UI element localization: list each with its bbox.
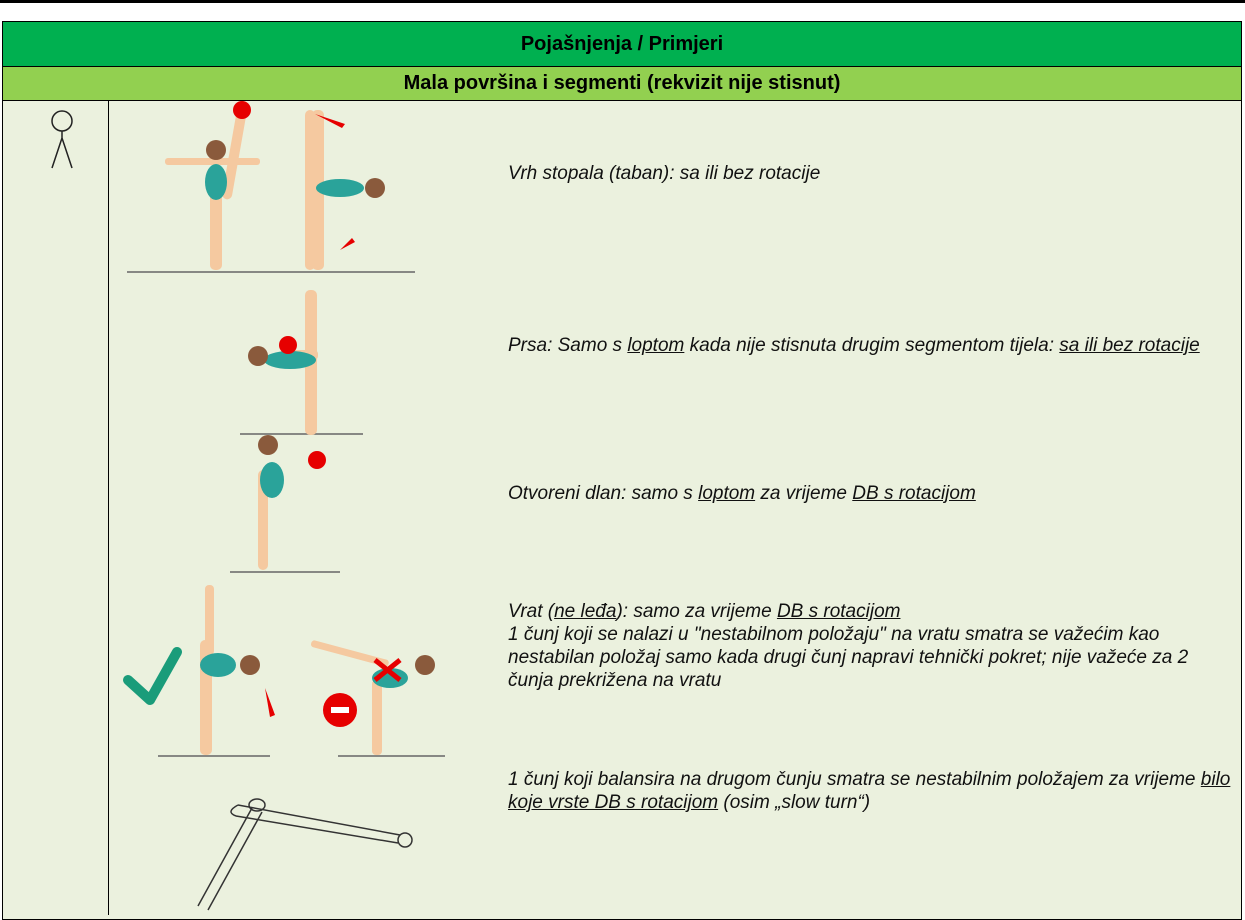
text-segment: bilo koje vrste DB s rotacijom: [508, 769, 1231, 813]
header-title: Pojašnjenja / Primjeri: [2, 21, 1242, 67]
row-text: Vrh stopala (taban): sa ili bez rotacije: [508, 162, 1238, 185]
paragraph: Vrat (ne leđa): samo za vrijeme DB s rot…: [508, 600, 1238, 623]
text-segment: loptom: [627, 335, 685, 356]
text-segment: 1 čunj koji balansira na drugom čunju sm…: [508, 769, 1201, 790]
text-segment: ne leđa: [554, 601, 617, 622]
table-body: [2, 100, 1242, 920]
paragraph: 1 čunj koji se nalazi u "nestabilnom pol…: [508, 623, 1238, 692]
text-segment: za vrijeme: [755, 483, 853, 504]
paragraph: Prsa: Samo s loptom kada nije stisnuta d…: [508, 334, 1238, 357]
row-text: Prsa: Samo s loptom kada nije stisnuta d…: [508, 334, 1238, 357]
text-segment: sa ili bez rotacije: [1059, 335, 1200, 356]
text-segment: DB s rotacijom: [852, 483, 976, 504]
text-segment: DB s rotacijom: [776, 601, 901, 622]
text-segment: (osim „slow turn“): [718, 792, 871, 813]
paragraph: 1 čunj koji balansira na drugom čunju sm…: [508, 768, 1238, 814]
row-text: Otvoreni dlan: samo s loptom za vrijeme …: [508, 482, 1238, 505]
row-text: Vrat (ne leđa): samo za vrijeme DB s rot…: [508, 600, 1238, 692]
text-segment: kada nije stisnuta drugim segmentom tije…: [684, 335, 1060, 356]
paragraph: Vrh stopala (taban): sa ili bez rotacije: [508, 162, 1238, 185]
top-rule: [0, 0, 1245, 3]
text-segment: loptom: [698, 483, 756, 504]
text-segment: Vrat (: [508, 601, 555, 622]
text-segment: Vrh stopala (taban): sa ili bez rotacije: [508, 163, 821, 184]
text-segment: Prsa: Samo s: [508, 335, 628, 356]
text-segment: 1 čunj koji se nalazi u "nestabilnom pol…: [508, 624, 1189, 691]
text-segment: Otvoreni dlan: samo s: [508, 483, 699, 504]
paragraph: Otvoreni dlan: samo s loptom za vrijeme …: [508, 482, 1238, 505]
row-text: 1 čunj koji balansira na drugom čunju sm…: [508, 768, 1238, 814]
column-separator: [108, 100, 109, 915]
text-segment: ): samo za vrijeme: [616, 601, 777, 622]
